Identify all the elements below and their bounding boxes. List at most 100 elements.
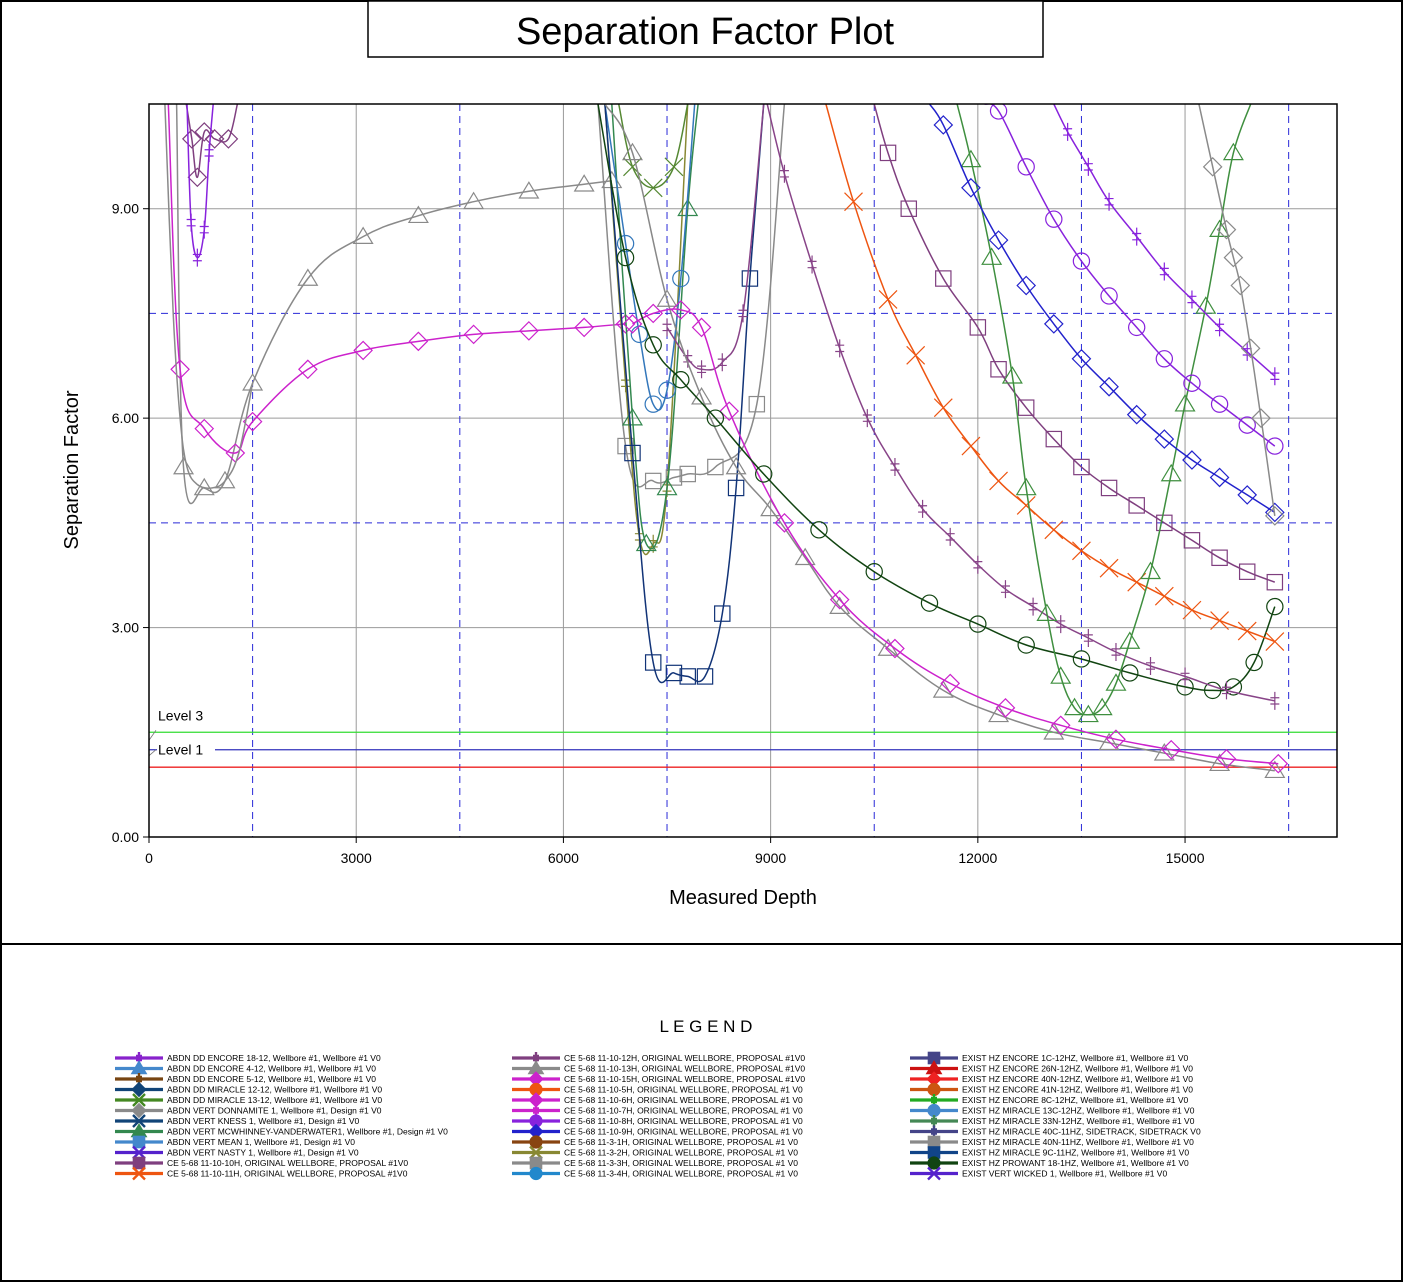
legend-item: ABDN VERT MEAN 1, Wellbore #1, Design #1… [115,1135,355,1149]
data-point [1211,549,1228,567]
series-line [604,104,765,684]
data-point [1001,366,1023,384]
data-point [1016,495,1036,515]
data-point [1119,631,1141,649]
legend-label: ABDN VERT MEAN 1, Wellbore #1, Design #1… [167,1137,355,1147]
data-point [1050,666,1072,684]
data-point [1266,597,1284,616]
legend: ABDN DD ENCORE 18-12, Wellbore #1, Wellb… [115,1051,1201,1181]
data-point [717,353,727,372]
data-point [727,479,745,497]
data-point [1183,532,1201,549]
data-point [1098,732,1120,751]
data-point [1146,656,1156,675]
legend-label: ABDN VERT NASTY 1, Wellbore #1, Design #… [167,1148,359,1158]
data-point [900,200,918,217]
data-point [1238,416,1256,434]
data-point [622,314,643,334]
data-point [1266,437,1284,455]
y-axis-title: Separation Factor [61,390,83,549]
legend-label: CE 5-68 11-10-10H, ORIGINAL WELLBORE, PR… [167,1158,408,1168]
data-point [621,374,631,393]
data-point [691,387,713,405]
legend-label: ABDN DD ENCORE 18-12, Wellbore #1, Wellb… [167,1053,381,1063]
legend-item: ABDN VERT KNESS 1, Wellbore #1, Design #… [115,1114,360,1128]
legend-marker [927,1146,941,1159]
x-tick-label: 0 [145,850,153,866]
legend-label: CE 5-68 11-3-1H, ORIGINAL WELLBORE, PROP… [564,1137,798,1147]
legend-item: CE 5-68 11-3-4H, ORIGINAL WELLBORE, PROP… [512,1166,798,1181]
data-point [1156,514,1173,532]
level-labels-layer: Level 3 Level 1 [148,707,215,758]
data-point [616,234,635,253]
data-point [1266,573,1284,591]
data-point [1126,404,1147,425]
series-line [956,104,1252,716]
plot-frame [148,103,1338,838]
series-4 [186,104,214,267]
legend-item: CE 5-68 11-3-1H, ORIGINAL WELLBORE, PROP… [512,1135,798,1149]
data-point [298,359,318,380]
y-tick-label: 6.00 [112,410,139,426]
legend-item: ABDN DD ENCORE 4-12, Wellbore #1, Wellbo… [115,1060,376,1075]
series-line [1053,104,1276,377]
data-point [1091,697,1113,716]
legend-label: EXIST HZ ENCORE 1C-12HZ, Wellbore #1, We… [962,1053,1189,1063]
data-point [1072,252,1091,270]
legend-item: CE 5-68 11-10-12H, ORIGINAL WELLBORE, PR… [512,1052,805,1064]
data-point [707,458,724,476]
data-point [192,248,202,267]
data-point [973,555,983,574]
data-point [1121,664,1139,682]
legend-label: CE 5-68 11-10-15H, ORIGINAL WELLBORE, PR… [564,1074,805,1084]
legend-item: EXIST HZ MIRACLE 40C-11HZ, SIDETRACK, SI… [910,1125,1201,1138]
legend-marker [131,1081,147,1098]
data-point [621,407,643,426]
series-1 [167,104,636,463]
data-point [1028,597,1038,616]
data-point [1210,611,1230,631]
series-layer [164,104,1289,779]
data-point [407,205,429,224]
legend-label: CE 5-68 11-10-11H, ORIGINAL WELLBORE, PR… [167,1169,408,1179]
data-point [696,668,714,685]
data-point [1240,338,1261,359]
legend-label: ABDN VERT MCWHINNEY-VANDERWATER1, Wellbo… [167,1127,448,1137]
legend-label: ABDN VERT DONNAMITE 1, Wellbore #1, Desi… [167,1106,382,1116]
data-point [1238,563,1256,580]
series-line [164,104,254,489]
data-point [643,303,664,324]
data-point [1071,348,1092,369]
data-point [1183,374,1201,392]
data-point [518,181,540,199]
data-point [1182,450,1202,470]
data-point [658,381,676,399]
legend-marker [131,1102,147,1119]
data-point [193,477,215,496]
series-line [1198,104,1276,517]
data-point [662,318,672,337]
legend-marker [927,1156,941,1170]
data-point [981,247,1003,265]
data-point [1099,376,1119,397]
legend-item: ABDN VERT NASTY 1, Wellbore #1, Design #… [115,1145,359,1160]
data-point [186,213,196,232]
legend-item: CE 5-68 11-10-11H, ORIGINAL WELLBORE, PR… [115,1166,408,1181]
level-label-bg [157,707,215,724]
data-point [1182,600,1202,620]
data-point [1216,748,1237,769]
data-point [835,339,845,358]
legend-label: EXIST HZ MIRACLE 40C-11HZ, SIDETRACK, SI… [962,1127,1201,1137]
data-point [1017,399,1035,416]
legend-item: ABDN VERT DONNAMITE 1, Wellbore #1, Desi… [115,1102,382,1119]
data-point [173,456,195,475]
legend-label: CE 5-68 11-10-13H, ORIGINAL WELLBORE, PR… [564,1064,805,1074]
data-point [879,144,897,162]
data-point [935,270,952,287]
legend-item: EXIST HZ ENCORE 40N-12HZ, Wellbore #1, W… [910,1071,1193,1087]
legend-item: EXIST HZ ENCORE 41N-12HZ, Wellbore #1, W… [910,1082,1193,1097]
data-point [1063,122,1073,141]
legend-label: EXIST HZ ENCORE 26N-12HZ, Wellbore #1, W… [962,1064,1193,1074]
legend-label: CE 5-68 11-10-7H, ORIGINAL WELLBORE, PRO… [564,1106,803,1116]
data-point [844,192,863,212]
